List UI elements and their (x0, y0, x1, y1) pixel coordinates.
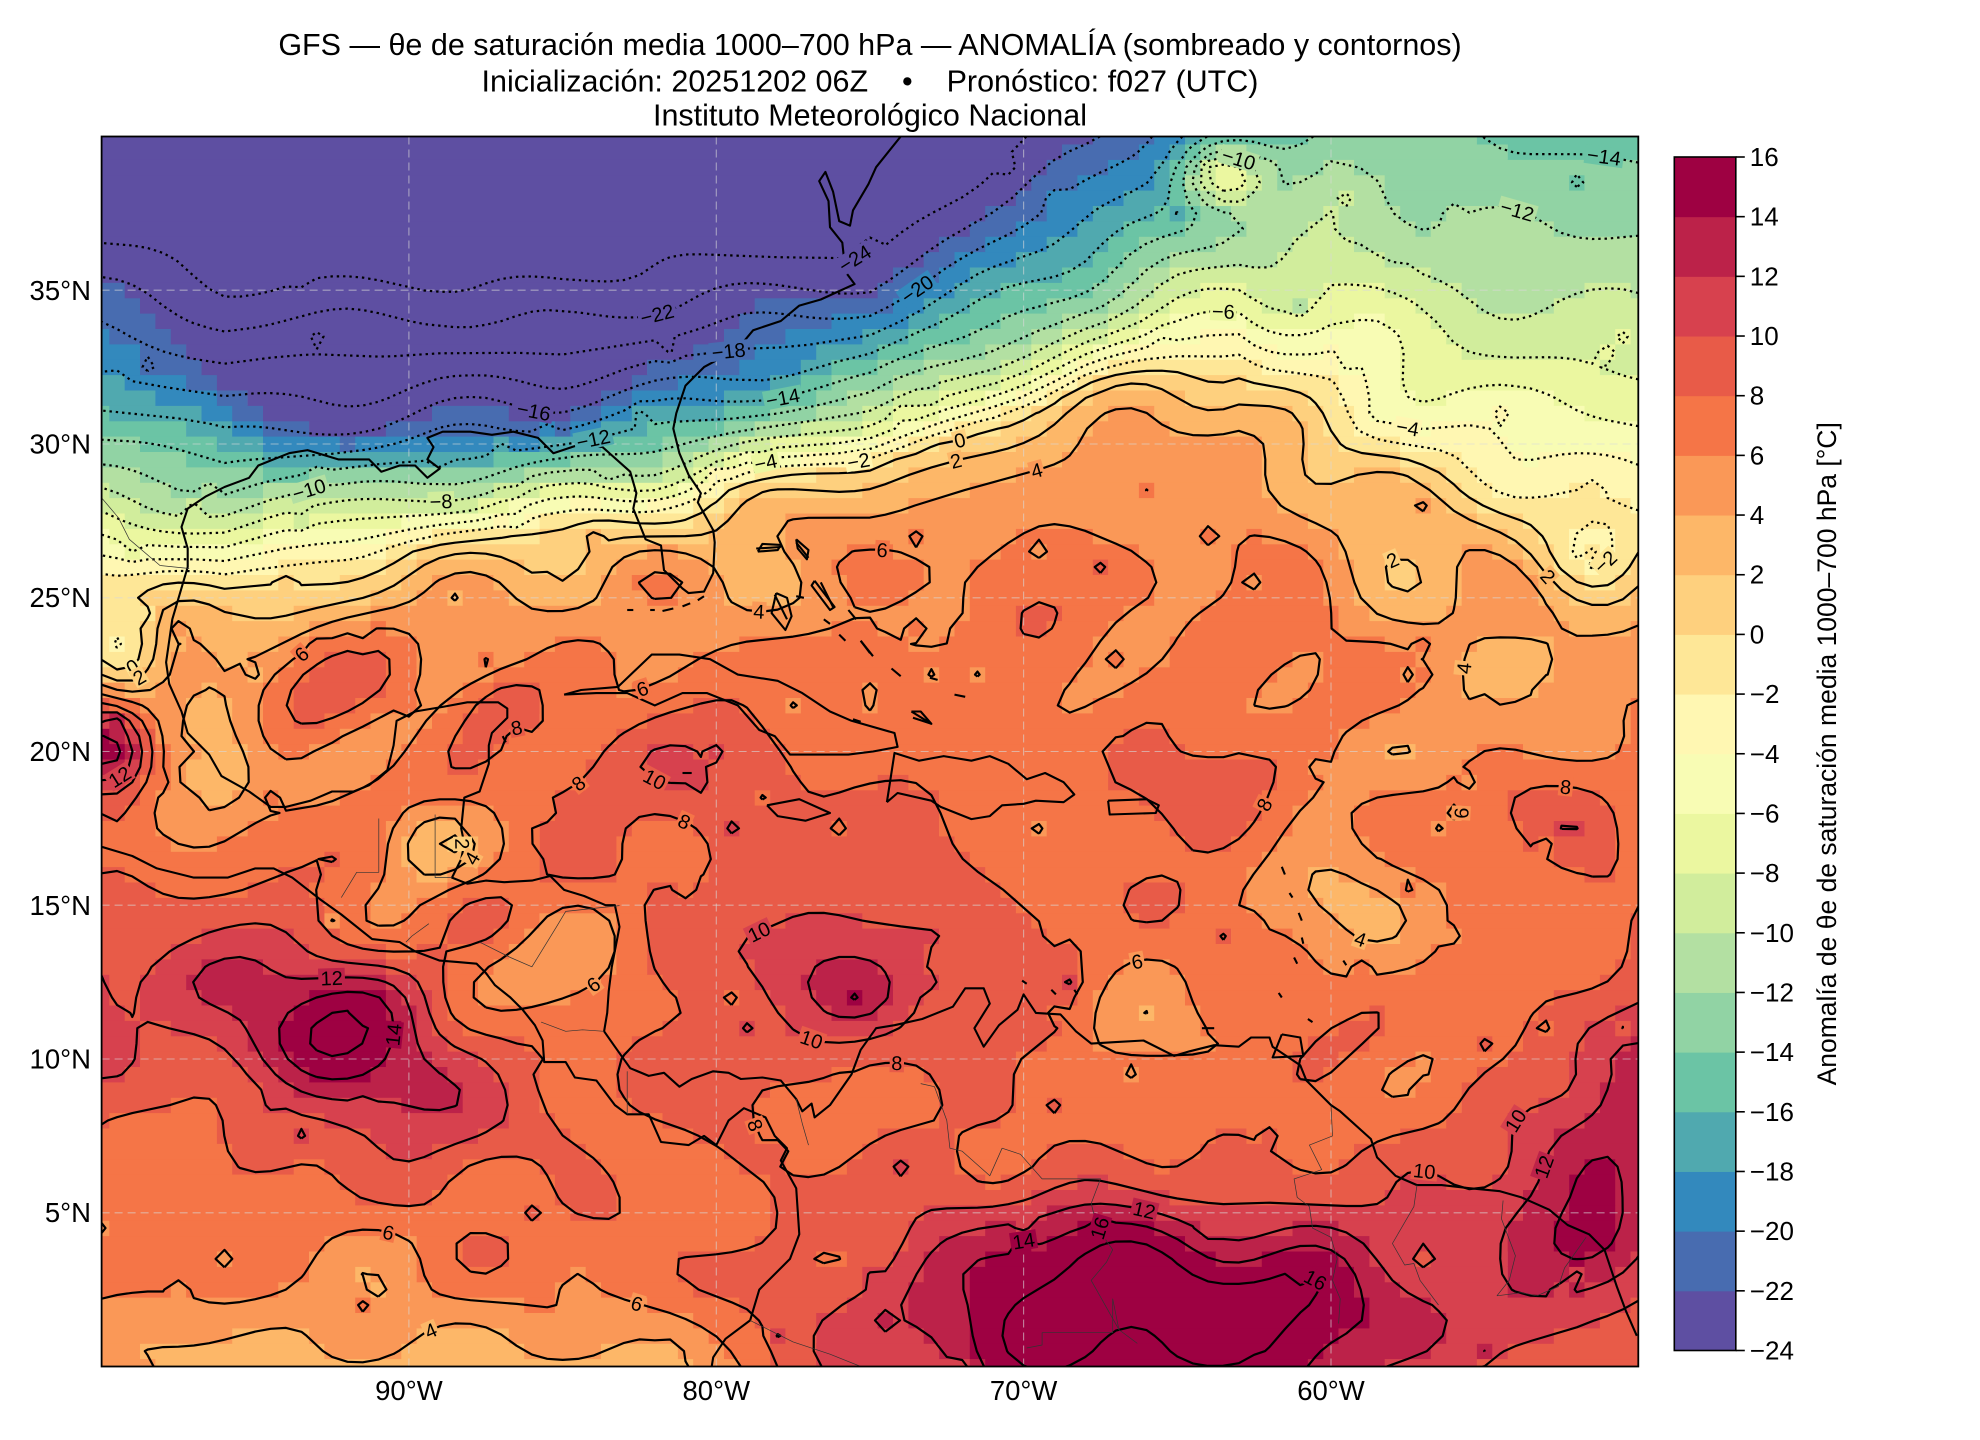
svg-text:−8: −8 (429, 491, 453, 514)
svg-text:8: 8 (1559, 776, 1572, 799)
svg-text:10: 10 (1412, 1160, 1436, 1184)
svg-text:−2: −2 (1750, 679, 1780, 709)
svg-text:10: 10 (1750, 321, 1779, 351)
svg-text:2: 2 (450, 838, 472, 850)
svg-text:−6: −6 (1750, 798, 1780, 828)
svg-text:6: 6 (876, 540, 888, 563)
svg-text:6: 6 (1451, 807, 1474, 819)
svg-text:16: 16 (1750, 142, 1779, 172)
svg-text:6: 6 (1130, 951, 1145, 975)
svg-text:−18: −18 (1750, 1156, 1794, 1186)
svg-text:2: 2 (948, 450, 964, 474)
svg-text:8: 8 (891, 1053, 903, 1075)
svg-text:−22: −22 (1750, 1276, 1794, 1306)
svg-text:−4: −4 (1750, 739, 1780, 769)
svg-text:−16: −16 (1750, 1097, 1794, 1127)
svg-text:−8: −8 (1750, 858, 1780, 888)
svg-text:−18: −18 (711, 339, 747, 364)
svg-text:6: 6 (1750, 440, 1764, 470)
svg-text:35°N: 35°N (30, 275, 91, 306)
svg-text:25°N: 25°N (30, 582, 91, 613)
svg-text:90°W: 90°W (375, 1375, 443, 1406)
svg-text:60°W: 60°W (1297, 1375, 1365, 1406)
svg-text:−6: −6 (1212, 301, 1236, 324)
svg-text:2: 2 (1750, 560, 1764, 590)
svg-text:12: 12 (1750, 261, 1779, 291)
svg-text:80°W: 80°W (683, 1375, 751, 1406)
svg-text:Anomalía de θe de saturación m: Anomalía de θe de saturación media 1000–… (1812, 422, 1842, 1085)
svg-text:5°N: 5°N (45, 1197, 91, 1228)
svg-text:0: 0 (1750, 619, 1764, 649)
svg-text:14: 14 (1011, 1229, 1036, 1254)
svg-text:0: 0 (952, 429, 968, 453)
svg-text:14: 14 (1750, 202, 1779, 232)
svg-text:70°W: 70°W (990, 1375, 1058, 1406)
svg-text:−4: −4 (752, 450, 779, 476)
svg-text:−14: −14 (1750, 1037, 1794, 1067)
svg-text:6: 6 (380, 1221, 396, 1245)
svg-text:−24: −24 (1750, 1336, 1794, 1366)
svg-text:14: 14 (382, 1023, 406, 1047)
svg-text:4: 4 (753, 601, 765, 624)
svg-text:GFS — θe de saturación media 1: GFS — θe de saturación media 1000–700 hP… (278, 27, 1461, 62)
svg-text:4: 4 (1750, 500, 1764, 530)
svg-text:12: 12 (1131, 1198, 1158, 1224)
svg-text:15°N: 15°N (30, 890, 91, 921)
svg-text:Inicialización: 20251202 06Z: Inicialización: 20251202 06Z • Pronóstic… (482, 65, 1259, 99)
svg-text:−14: −14 (1586, 144, 1623, 171)
svg-text:8: 8 (1750, 381, 1764, 411)
svg-text:Instituto Meteorológico Nacion: Instituto Meteorológico Nacional (653, 99, 1087, 133)
svg-text:−12: −12 (1750, 977, 1794, 1007)
svg-text:8: 8 (509, 717, 524, 741)
svg-text:−2: −2 (846, 449, 872, 475)
svg-text:30°N: 30°N (30, 429, 91, 460)
svg-text:20°N: 20°N (30, 736, 91, 767)
svg-text:12: 12 (320, 968, 343, 991)
svg-text:10°N: 10°N (30, 1044, 91, 1075)
svg-text:4: 4 (1453, 662, 1476, 675)
svg-text:−10: −10 (1750, 918, 1794, 948)
svg-text:−4: −4 (1394, 416, 1420, 442)
svg-text:−20: −20 (1750, 1216, 1794, 1246)
